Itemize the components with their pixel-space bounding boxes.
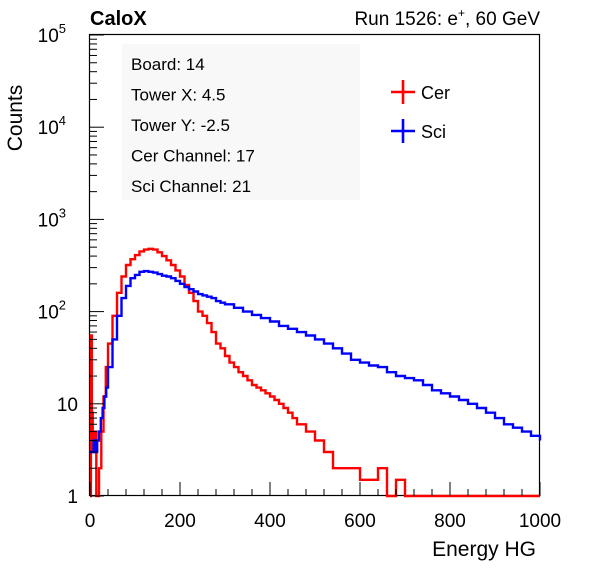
legend-label-cer: Cer bbox=[421, 83, 450, 103]
y-tick-base: 10 bbox=[57, 395, 78, 416]
y-tick-base: 10 bbox=[38, 26, 59, 47]
y-tick-exponent: 3 bbox=[59, 205, 66, 220]
info-box-lines: Board: 14 Tower X: 4.5 Tower Y: -2.5 Cer Ch… bbox=[131, 55, 255, 196]
x-tick-label: 600 bbox=[344, 511, 376, 532]
series-layer bbox=[89, 247, 542, 498]
y-tick-label: 105 bbox=[38, 21, 66, 47]
x-axis: 0 200 400 600 800 1000 bbox=[85, 482, 561, 532]
x-tick-label: 200 bbox=[164, 511, 196, 532]
plot-frame bbox=[88, 33, 541, 497]
y-tick-base: 10 bbox=[38, 210, 59, 231]
y-tick-exponent: 2 bbox=[59, 298, 66, 313]
y-tick-label: 102 bbox=[38, 298, 66, 324]
legend-label-sci: Sci bbox=[421, 122, 446, 142]
y-tick-label: 103 bbox=[38, 205, 66, 231]
info-line: Sci Channel: 21 bbox=[131, 177, 251, 196]
y-tick-exponent: 5 bbox=[59, 21, 66, 36]
x-tick-label: 1000 bbox=[519, 511, 561, 532]
info-line: Tower X: 4.5 bbox=[131, 86, 226, 105]
y-tick-base: 1 bbox=[67, 487, 78, 508]
y-tick-base: 10 bbox=[38, 303, 59, 324]
run-info-suffix: , 60 GeV bbox=[465, 9, 540, 30]
x-tick-label: 800 bbox=[434, 511, 466, 532]
y-tick-base: 10 bbox=[38, 118, 59, 139]
x-tick-label: 400 bbox=[254, 511, 286, 532]
run-info-label: Run 1526: e+, 60 GeV bbox=[354, 6, 540, 30]
y-tick-label: 104 bbox=[38, 113, 66, 139]
y-tick-label: 10 bbox=[57, 395, 78, 416]
x-tick-label: 0 bbox=[85, 511, 96, 532]
info-box bbox=[122, 44, 360, 200]
series-line-sci bbox=[90, 269, 542, 454]
legend: Cer Sci bbox=[391, 80, 450, 143]
series-line-cer bbox=[89, 247, 540, 498]
experiment-label: CaloX bbox=[90, 8, 147, 30]
run-info-sup: + bbox=[458, 6, 465, 20]
info-line: Tower Y: -2.5 bbox=[131, 116, 230, 135]
info-line: Board: 14 bbox=[131, 55, 205, 74]
info-line: Cer Channel: 17 bbox=[131, 147, 255, 166]
y-tick-exponent: 4 bbox=[59, 113, 66, 128]
y-axis-label: Counts bbox=[4, 85, 27, 152]
run-info-text: Run 1526: e bbox=[354, 9, 458, 30]
y-tick-label: 1 bbox=[67, 487, 78, 508]
x-axis-label: Energy HG bbox=[432, 538, 536, 561]
